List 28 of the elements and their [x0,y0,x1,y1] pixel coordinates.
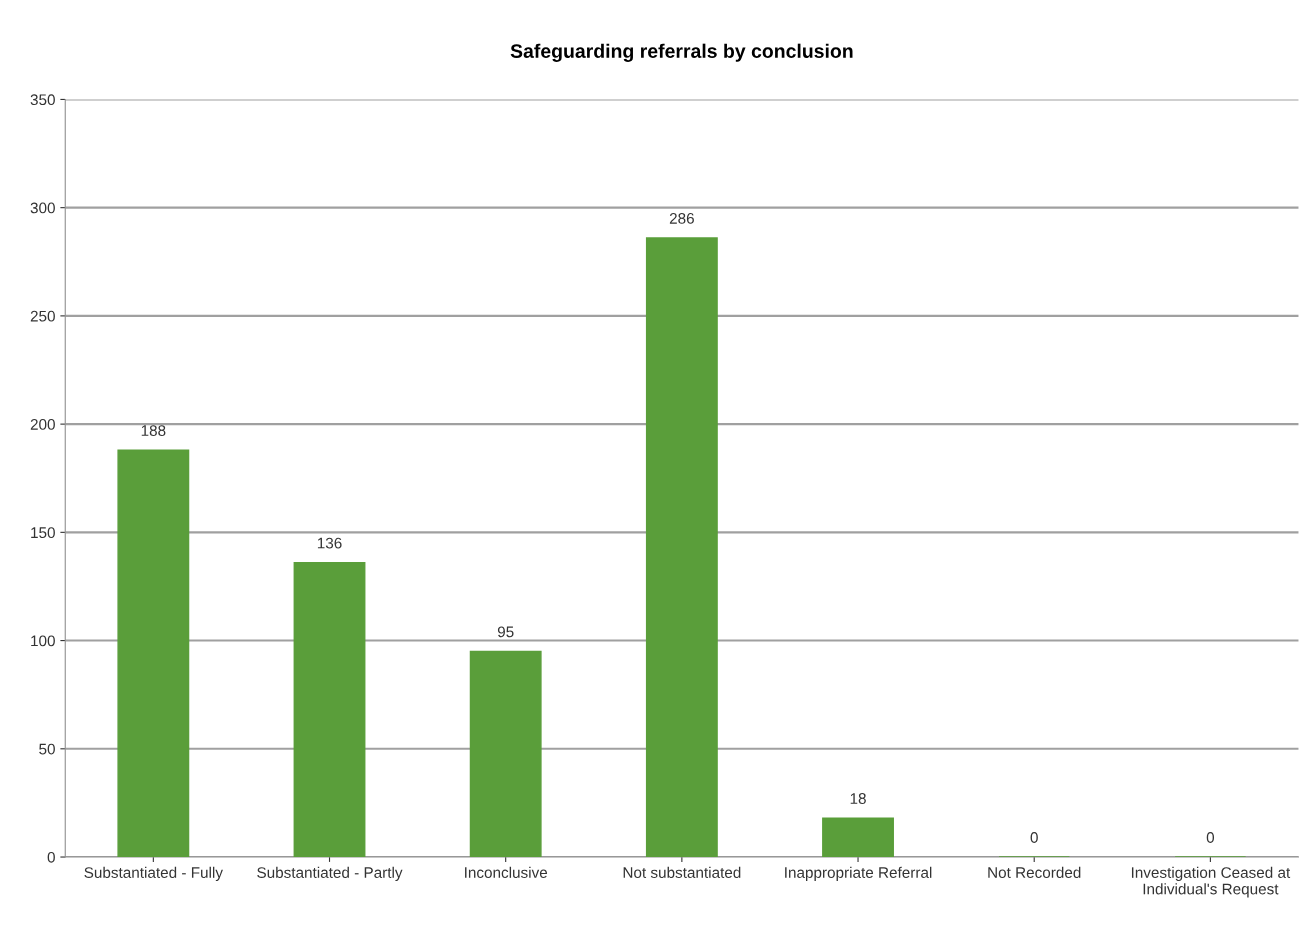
data-label: 0 [1030,832,1038,843]
bar [645,237,718,858]
data-label: 188 [141,425,166,436]
y-tick-label: 350 [30,94,55,106]
y-tick-label: 300 [30,202,55,214]
x-tick-label: Not substantiated [623,866,741,878]
data-label: 0 [1206,832,1215,843]
data-label: 286 [669,213,694,224]
y-tick-label: 50 [39,743,55,755]
bar [117,449,190,858]
data-label: 95 [497,626,514,638]
y-tick-label: 250 [30,310,55,322]
x-tick-label: Not Recorded [988,866,1081,878]
x-tick-label: Substantiated - Partly [257,866,403,881]
bar [822,817,894,858]
bar [469,650,542,858]
x-tick-label: Inappropriate Referral [785,866,932,881]
y-tick-label: 100 [31,635,55,647]
x-tick-label: Investigation Ceased at Individual's Request [1131,866,1291,898]
data-label: 18 [850,793,866,804]
y-tick-label: 200 [30,418,55,430]
data-label: 136 [317,537,342,549]
chart-title: Safeguarding referrals by conclusion [510,43,853,62]
x-tick-label: Inconclusive [465,866,548,878]
y-tick-label: 150 [31,527,55,539]
y-tick-label: 0 [47,851,55,863]
x-tick-label: Substantiated - Fully [84,866,223,881]
bar [293,561,366,858]
